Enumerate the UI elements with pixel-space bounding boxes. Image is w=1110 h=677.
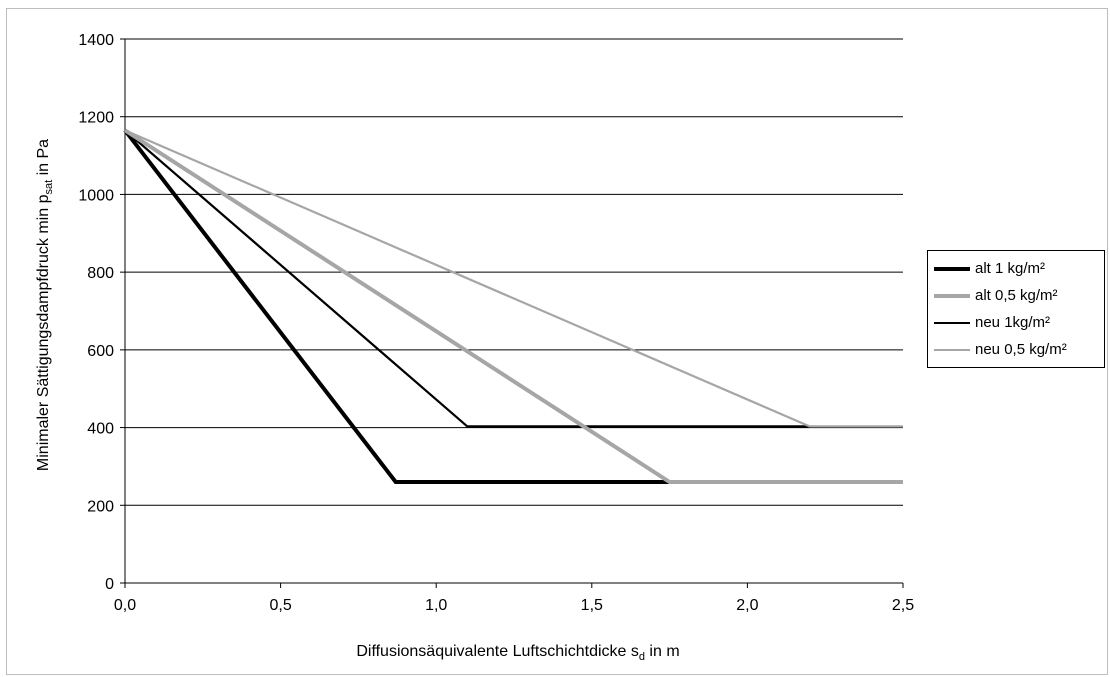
x-tick-label: 1,5 xyxy=(581,597,603,614)
y-tick-label: 1000 xyxy=(78,187,114,204)
y-tick-label: 1400 xyxy=(78,32,114,49)
series-line xyxy=(124,129,903,428)
legend-label: neu 0,5 kg/m² xyxy=(975,341,1067,358)
gridlines xyxy=(125,38,903,506)
legend-item: alt 0,5 kg/m² xyxy=(934,282,1098,309)
chart-frame xyxy=(6,8,1108,675)
legend-swatch xyxy=(934,293,970,298)
y-tick-label: 800 xyxy=(87,265,114,282)
x-tick-label: 2,5 xyxy=(892,597,914,614)
legend-item: alt 1 kg/m² xyxy=(934,255,1098,282)
legend-swatch xyxy=(934,321,970,324)
tick-labels: 0 200 400 600 800 1000 1200 1400 0,0 0,5 1,0 1,5 2,0… xyxy=(78,32,914,614)
legend: alt 1 kg/m² alt 0,5 kg/m² neu 1kg/m² neu 0,… xyxy=(927,250,1105,368)
series-line xyxy=(124,129,810,428)
x-tick-label: 0,0 xyxy=(114,597,136,614)
series-line xyxy=(123,128,903,484)
y-tick-label: 200 xyxy=(87,498,114,515)
series-line xyxy=(123,129,670,484)
y-tick-label: 600 xyxy=(87,343,114,360)
y-tick-label: 0 xyxy=(105,576,114,593)
legend-swatch xyxy=(934,266,970,271)
y-tick-label: 400 xyxy=(87,421,114,438)
axes xyxy=(120,38,904,588)
y-tick-label: 1200 xyxy=(78,110,114,127)
legend-label: alt 1 kg/m² xyxy=(975,260,1046,277)
x-axis-title: Diffusionsäquivalente Luftschichtdicke s… xyxy=(356,643,679,663)
series-lines xyxy=(123,128,903,484)
legend-item: neu 0,5 kg/m² xyxy=(934,336,1098,363)
legend-label: neu 1kg/m² xyxy=(975,314,1051,331)
x-tick-label: 2,0 xyxy=(736,597,758,614)
legend-swatch xyxy=(934,348,970,351)
x-tick-label: 1,0 xyxy=(425,597,447,614)
x-tick-label: 0,5 xyxy=(269,597,291,614)
legend-label: alt 0,5 kg/m² xyxy=(975,287,1058,304)
y-axis-title: Minimaler Sättigungsdampfdruck min psat … xyxy=(35,139,55,471)
legend-item: neu 1kg/m² xyxy=(934,309,1098,336)
